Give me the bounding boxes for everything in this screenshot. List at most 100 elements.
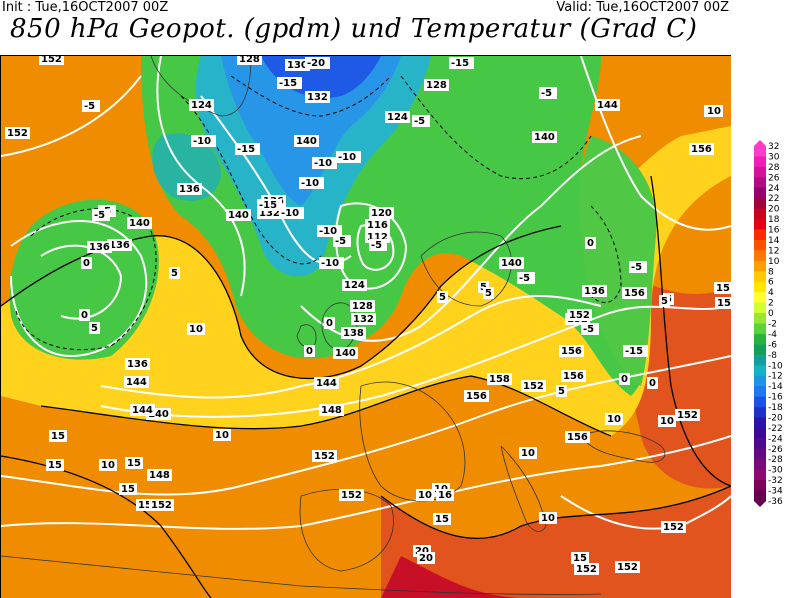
legend-tick-label: -8 — [768, 351, 777, 361]
geopotential-label-bg — [689, 143, 714, 155]
legend-tick-label: 0 — [768, 309, 774, 319]
legend-tick-label: -34 — [768, 487, 783, 497]
legend-tick-label: 4 — [768, 288, 774, 298]
geopotential-label: 140 — [296, 136, 317, 147]
geopotential-label-bg — [107, 239, 132, 251]
temperature-label: -10 — [314, 158, 332, 169]
geopotential-label-bg — [567, 309, 592, 321]
geopotential-label-bg — [149, 499, 174, 511]
temperature-label: 20 — [419, 553, 433, 564]
geopotential-label: 138 — [343, 328, 364, 339]
legend-tick-label: 16 — [768, 226, 780, 236]
geopotential-label-bg — [615, 561, 640, 573]
geopotential-label: 152 — [138, 500, 159, 511]
geopotential-label: 152 — [151, 500, 172, 511]
geopotential-label: 156 — [561, 346, 582, 357]
legend-swatch — [754, 375, 766, 387]
geopotential-label: 136 — [127, 359, 148, 370]
temperature-label: 5 — [558, 386, 565, 397]
geopotential-label-bg — [237, 56, 262, 65]
geopotential-label-bg — [565, 431, 590, 443]
weather-map-canvas: 1521521281301281241321401441561401361241… — [1, 56, 731, 598]
temperature-label-bg — [714, 282, 731, 294]
legend-swatch — [754, 396, 766, 408]
geopotential-label: 112 — [367, 232, 388, 243]
temperature-label: -5 — [541, 88, 552, 99]
legend-tick-label: -18 — [768, 403, 783, 413]
legend-top-arrow — [754, 140, 766, 146]
isotherm-neg5-n — [400, 75, 592, 180]
geopotential-label: 156 — [567, 432, 588, 443]
init-time: Init : Tue,16OCT2007 00Z — [2, 0, 169, 15]
geopotential-label: 128 — [352, 301, 373, 312]
legend-tick-label: 30 — [768, 152, 780, 162]
map-title: 850 hPa Geopot. (gpdm) und Temperatur (G… — [10, 14, 698, 44]
geopotential-label-bg — [226, 209, 251, 221]
legend-tick-label: 18 — [768, 215, 780, 225]
temperature-label-bg — [647, 377, 658, 389]
geopotential-label-bg — [319, 404, 344, 416]
legend-swatch — [754, 208, 766, 220]
temperature-label-bg — [317, 225, 342, 237]
geopotential-label: 136 — [179, 184, 200, 195]
negative-isotherms — [15, 75, 622, 351]
temperature-label: 15 — [51, 431, 65, 442]
geopotential-label-bg — [339, 489, 364, 501]
geopotential-label-bg — [574, 563, 599, 575]
temperature-label: 15 — [573, 553, 587, 564]
temperature-label: -15 — [625, 346, 643, 357]
geopotential-label-bg — [582, 285, 607, 297]
color-legend-bar: 32302826242220181614121086420-2-4-6-8-10… — [754, 140, 783, 507]
geopotential-label: 152 — [523, 381, 544, 392]
legend-swatch — [754, 260, 766, 272]
color-legend: 32 30 28 26 24 22 20 18 16 14 12 10 8 6 4 2 0 -2 -4 -6 -8 -10… — [752, 140, 789, 510]
legend-swatch — [754, 219, 766, 231]
temperature-label: -10 — [301, 178, 319, 189]
temperature-label: 5 — [661, 296, 668, 307]
geopotential-label: 140 — [129, 218, 150, 229]
geopotential-label-bg — [675, 409, 700, 421]
temperature-label-bg — [658, 415, 676, 427]
legend-tick-label: -16 — [768, 393, 783, 403]
temperature-label-bg — [99, 459, 117, 471]
cold-core-blue — [221, 56, 401, 206]
legend-swatch — [754, 344, 766, 356]
legend-swatch — [754, 187, 766, 199]
legend-tick-label: 20 — [768, 205, 780, 215]
legend-tick-label: -4 — [768, 330, 777, 340]
legend-tick-label: -10 — [768, 361, 783, 371]
isotherm-15-s — [380, 485, 731, 540]
temperature-label-bg — [412, 115, 430, 127]
legend-swatch — [754, 250, 766, 262]
temperature-label-bg — [416, 489, 434, 501]
cool-region-east — [579, 136, 657, 386]
geopotential-label: 152 — [569, 310, 590, 321]
temperature-label-bg — [191, 135, 216, 147]
legend-swatch — [754, 365, 766, 377]
legend-tick-label: 24 — [768, 184, 780, 194]
geopotential-label-bg — [464, 390, 489, 402]
temperature-label-bg — [92, 209, 110, 221]
temperature-label: -15 — [279, 78, 297, 89]
temperature-label: -10 — [321, 258, 339, 269]
temperature-label-bg — [483, 287, 494, 299]
legend-swatch — [754, 448, 766, 460]
geopotential-label: 132 — [307, 92, 328, 103]
temperature-label-bg — [436, 489, 454, 501]
temperature-label-bg — [119, 483, 137, 495]
legend-tick-label: 28 — [768, 163, 780, 173]
geopotential-label-bg — [561, 370, 586, 382]
yellow-band — [1, 126, 731, 436]
coast-north-africa — [1, 555, 602, 595]
geopotential-label: 152 — [677, 410, 698, 421]
legend-swatch — [754, 469, 766, 481]
geopotential-label-bg — [130, 404, 155, 416]
geopotential-label-bg — [39, 56, 64, 65]
temperature-label-bg — [369, 239, 387, 251]
legend-tick-label: 32 — [768, 142, 779, 152]
temperature-label: 0 — [83, 258, 90, 269]
temperature-label: -5 — [631, 262, 642, 273]
geopotential-label-bg — [127, 217, 152, 229]
geopotential-label: 144 — [316, 378, 337, 389]
legend-swatch — [754, 427, 766, 439]
